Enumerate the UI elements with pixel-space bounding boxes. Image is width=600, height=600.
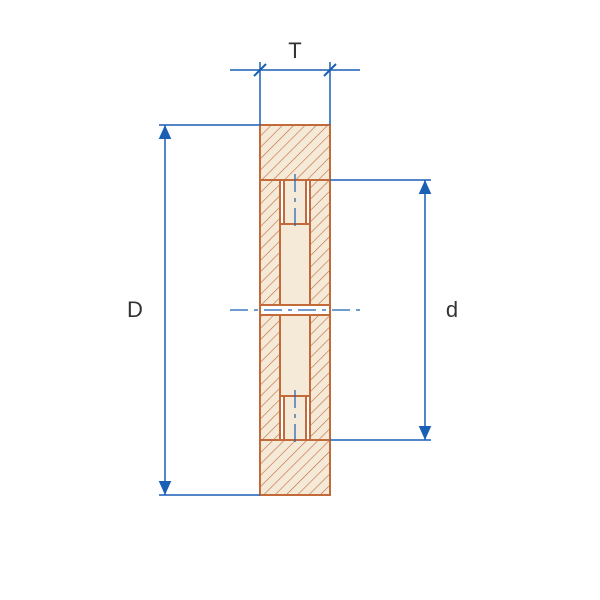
dim-T-label: T bbox=[288, 38, 301, 63]
washer-cap bbox=[260, 440, 330, 495]
dim-D-arrow-bot bbox=[159, 481, 172, 495]
washer-right-band bbox=[310, 315, 330, 440]
cage-body bbox=[280, 315, 310, 396]
washer-left-band bbox=[260, 180, 280, 305]
cage-body bbox=[280, 224, 310, 305]
washer-cap bbox=[260, 125, 330, 180]
dim-d-label: d bbox=[446, 297, 458, 322]
dim-d-arrow-top bbox=[419, 180, 432, 194]
washer-right-band bbox=[310, 180, 330, 305]
washer-left-band bbox=[260, 315, 280, 440]
dim-D-arrow-top bbox=[159, 125, 172, 139]
dim-d-arrow-bot bbox=[419, 426, 432, 440]
dim-D-label: D bbox=[127, 297, 143, 322]
